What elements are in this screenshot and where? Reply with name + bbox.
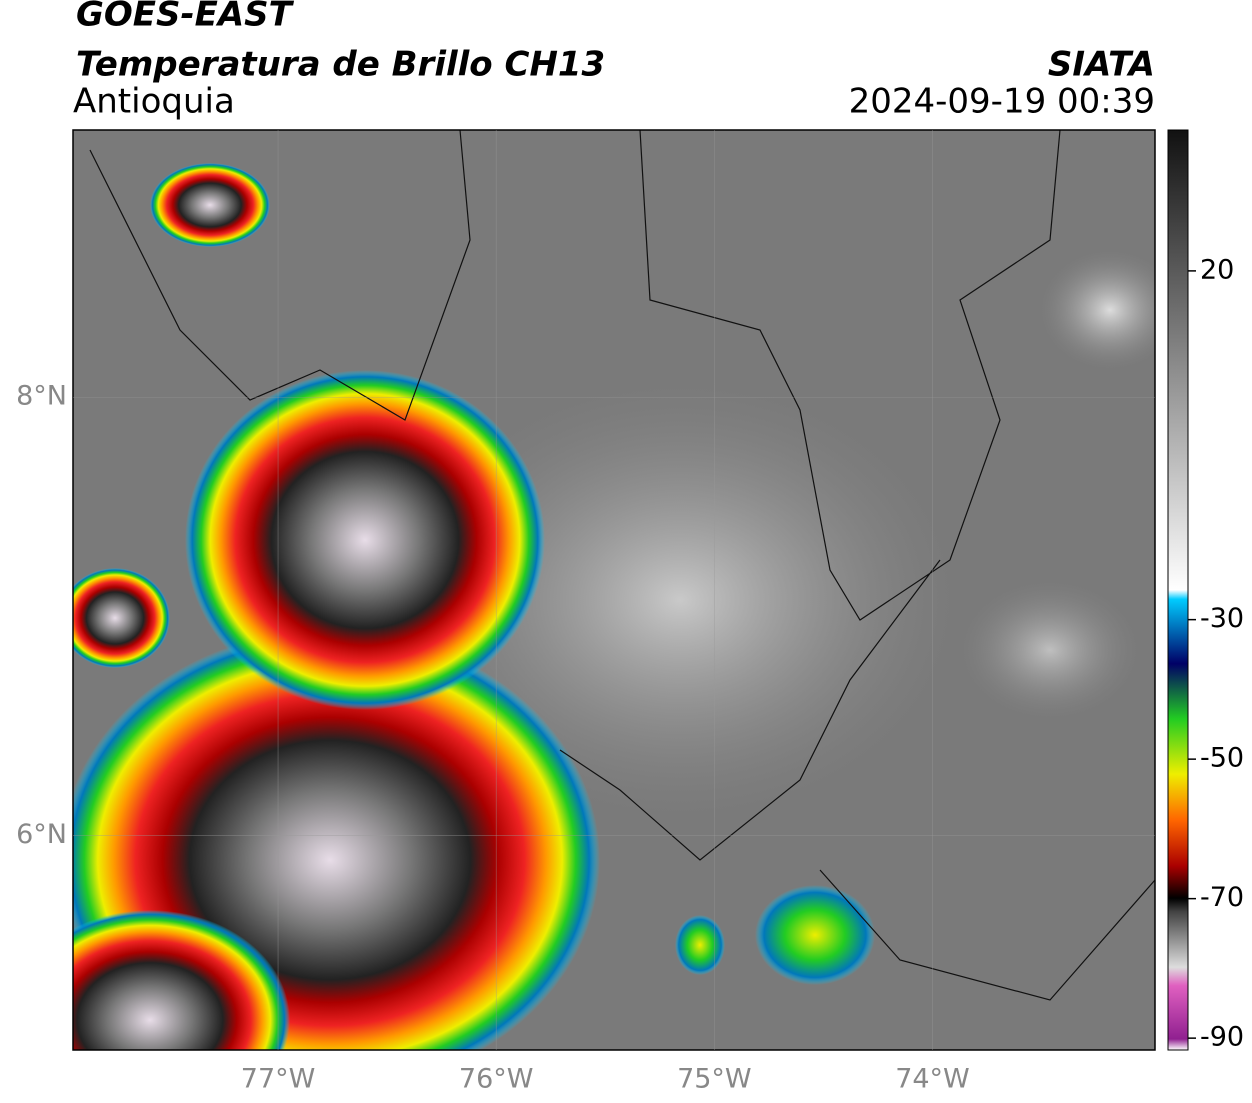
colorbar-tick-label: -50 — [1200, 743, 1244, 774]
map-frame — [72, 129, 1156, 1051]
subtitle: Temperatura de Brillo CH13 — [76, 45, 605, 85]
x-tick-label: 77°W — [241, 1064, 316, 1095]
x-tick-label: 74°W — [895, 1064, 970, 1095]
colorbar-tick-label: 20 — [1200, 254, 1234, 285]
source: SIATA — [1048, 45, 1155, 85]
colorbar-tick-label: -90 — [1200, 1022, 1244, 1053]
colorbar-tick-label: -70 — [1200, 882, 1244, 913]
timestamp: 2024-09-19 00:39 — [849, 82, 1155, 122]
map-image — [73, 130, 1155, 1050]
y-tick-label: 6°N — [16, 819, 67, 850]
x-tick-label: 76°W — [459, 1064, 534, 1095]
y-tick-label: 8°N — [16, 381, 67, 412]
x-tick-label: 75°W — [677, 1064, 752, 1095]
title: GOES-EAST — [76, 0, 295, 35]
colorbar — [1167, 129, 1189, 1051]
region: Antioquia — [73, 82, 235, 122]
colorbar-tick-label: -30 — [1200, 603, 1244, 634]
